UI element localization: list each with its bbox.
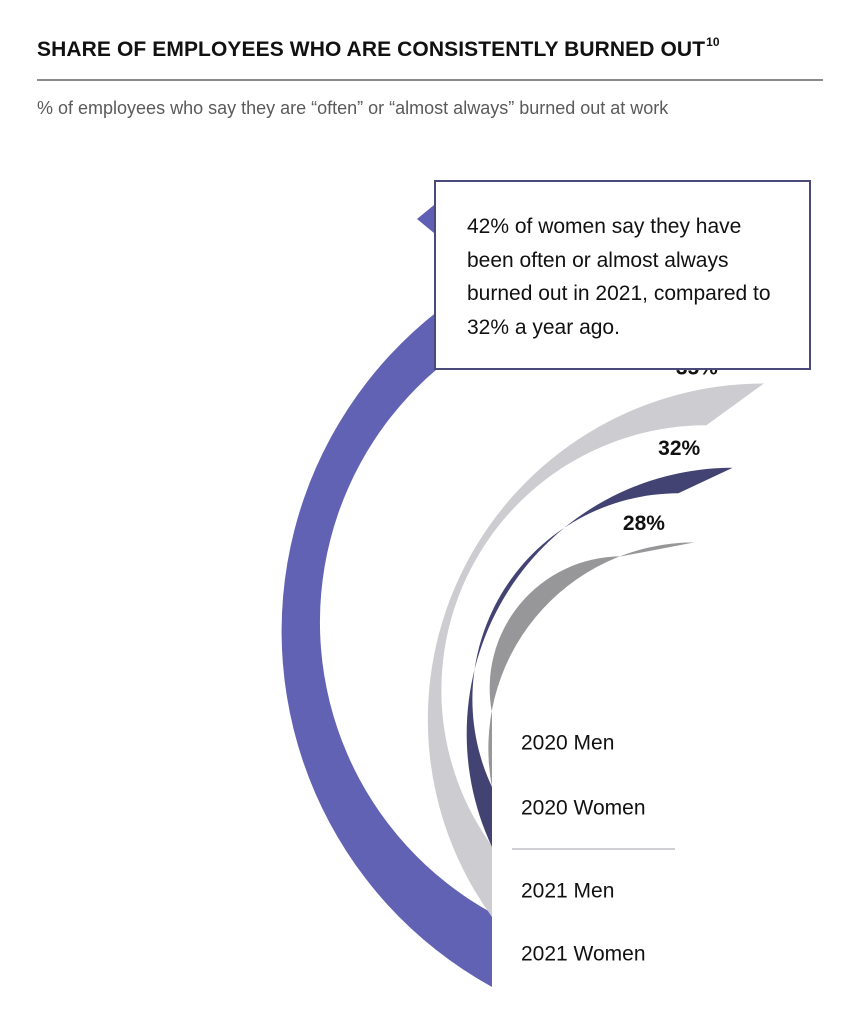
value-label-2020-women: 32% — [658, 437, 700, 460]
category-label-2020-men: 2020 Men — [521, 732, 614, 755]
category-label-2021-women: 2021 Women — [521, 943, 646, 966]
callout-box: 42% of women say they have been often or… — [434, 180, 811, 370]
category-label-2021-men: 2021 Men — [521, 880, 614, 903]
chart-subtitle: % of employees who say they are “often” … — [37, 98, 669, 118]
bar-2020-men — [488, 542, 695, 787]
bar-2021-women — [281, 225, 688, 988]
category-label-2020-women: 2020 Women — [521, 797, 646, 820]
bar-2021-men — [427, 383, 764, 917]
title-divider — [37, 79, 823, 81]
chart-title-text: SHARE OF EMPLOYEES WHO ARE CONSISTENTLY … — [37, 38, 706, 61]
value-label-2020-men: 28% — [623, 512, 665, 535]
chart-title: SHARE OF EMPLOYEES WHO ARE CONSISTENTLY … — [37, 35, 720, 62]
callout-pointer — [417, 205, 434, 233]
footnote-reference: 10 — [706, 35, 720, 49]
callout-text: 42% of women say they have been often or… — [467, 215, 771, 339]
